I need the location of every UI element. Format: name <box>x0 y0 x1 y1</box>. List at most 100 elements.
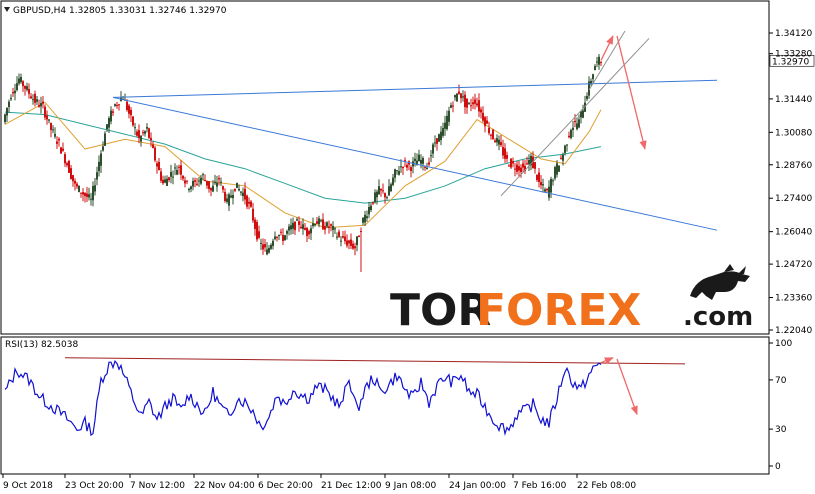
rsi-label: RSI(13) 82.5038 <box>5 340 78 350</box>
time-tick-label: 22 Feb 08:00 <box>577 481 636 491</box>
candle-body <box>560 157 562 159</box>
candle-body <box>414 158 416 161</box>
candle-body <box>320 220 322 222</box>
candle-body <box>596 61 598 63</box>
time-tick-label: 9 Oct 2018 <box>3 481 53 491</box>
trendline-channel-top[interactable] <box>588 30 626 91</box>
candle-body <box>458 91 460 94</box>
candle-body <box>114 104 116 106</box>
candle-body <box>208 181 210 189</box>
candle-body <box>394 169 396 178</box>
candle-body <box>354 246 356 249</box>
candle-body <box>366 216 368 219</box>
candle-body <box>316 221 318 224</box>
candle-body <box>48 119 50 121</box>
rsi-resistance-line[interactable] <box>64 357 686 365</box>
candle-body <box>264 244 266 248</box>
candle-body <box>358 235 360 238</box>
candle-body <box>318 218 320 225</box>
candle-body <box>214 181 216 184</box>
candle-body <box>248 201 250 204</box>
candle-body <box>76 183 78 187</box>
candle-body <box>446 115 448 130</box>
candle-body <box>466 98 468 108</box>
candle-body <box>242 192 244 197</box>
candle-body <box>558 165 560 172</box>
candle-body <box>252 208 254 221</box>
time-tick-label: 7 Nov 12:00 <box>130 481 185 491</box>
candle-body <box>526 163 528 165</box>
candle-body <box>500 142 502 146</box>
candle-body <box>300 226 302 229</box>
candle-body <box>550 178 552 193</box>
candle-body <box>116 104 118 106</box>
candle-body <box>436 138 438 144</box>
time-tick-label: 6 Dec 20:00 <box>258 481 313 491</box>
current-price-label: 1.32970 <box>772 57 809 67</box>
candle-body <box>128 105 130 114</box>
candle-body <box>228 194 230 206</box>
candle-body <box>102 146 104 151</box>
candle-body <box>10 97 12 100</box>
price-tick-label: 1.27400 <box>775 194 812 204</box>
candle-body <box>442 128 444 136</box>
candle-body <box>344 236 346 242</box>
price-panel-frame <box>0 0 770 335</box>
rsi-forecast-arrow[interactable] <box>600 357 614 365</box>
candle-body <box>388 186 390 196</box>
candle-body <box>582 110 584 118</box>
candle-body <box>262 244 264 250</box>
time-tick-label: 23 Oct 20:00 <box>65 481 124 491</box>
candle-body <box>518 166 520 171</box>
candle-body <box>172 176 174 178</box>
candle-body <box>82 192 84 195</box>
candle-body <box>314 224 316 226</box>
forecast-arrow[interactable] <box>616 35 647 150</box>
rsi-tick-label: 30 <box>775 425 787 435</box>
trendline-upper[interactable] <box>112 79 718 98</box>
candle-body <box>350 239 352 246</box>
candle-body <box>156 163 158 167</box>
candle-body <box>30 96 32 99</box>
trendline-lower[interactable] <box>112 96 718 231</box>
candle-body <box>180 165 182 175</box>
price-tick-label: 1.24720 <box>775 260 812 270</box>
candle-body <box>420 159 422 164</box>
candle-body <box>18 78 20 84</box>
candle-body <box>232 195 234 199</box>
candle-body <box>392 177 394 185</box>
candle-body <box>418 154 420 162</box>
rsi-tick-label: 70 <box>775 376 787 386</box>
candle-body <box>382 190 384 192</box>
candle-body <box>196 183 198 185</box>
candle-body <box>310 228 312 234</box>
candle-body <box>40 103 42 107</box>
candle-body <box>204 179 206 181</box>
candle-body <box>270 244 272 249</box>
candlesticks[interactable] <box>4 54 602 272</box>
rsi-forecast-arrow[interactable] <box>616 358 638 416</box>
candle-body <box>72 175 74 182</box>
candle-body <box>534 162 536 169</box>
candle-body <box>126 101 128 111</box>
trendlines[interactable] <box>112 30 718 231</box>
candle-body <box>454 95 456 98</box>
price-tick-label: 1.33280 <box>775 50 812 60</box>
price-tick-label: 1.30080 <box>775 128 812 138</box>
candle-body <box>302 224 304 230</box>
candle-body <box>42 101 44 104</box>
candle-body <box>438 134 440 142</box>
forecast-arrow[interactable] <box>600 35 614 61</box>
candle-body <box>182 175 184 179</box>
candle-body <box>448 110 450 122</box>
time-tick-label: 7 Feb 16:00 <box>513 481 567 491</box>
price-tick-label: 1.34120 <box>775 29 812 39</box>
candle-body <box>92 186 94 201</box>
price-tick-label: 1.22040 <box>775 326 812 336</box>
collapse-triangle-icon[interactable] <box>4 7 10 12</box>
time-tick-label: 22 Nov 04:00 <box>194 481 255 491</box>
candle-body <box>508 165 510 167</box>
candle-body <box>368 207 370 215</box>
candle-body <box>380 188 382 191</box>
